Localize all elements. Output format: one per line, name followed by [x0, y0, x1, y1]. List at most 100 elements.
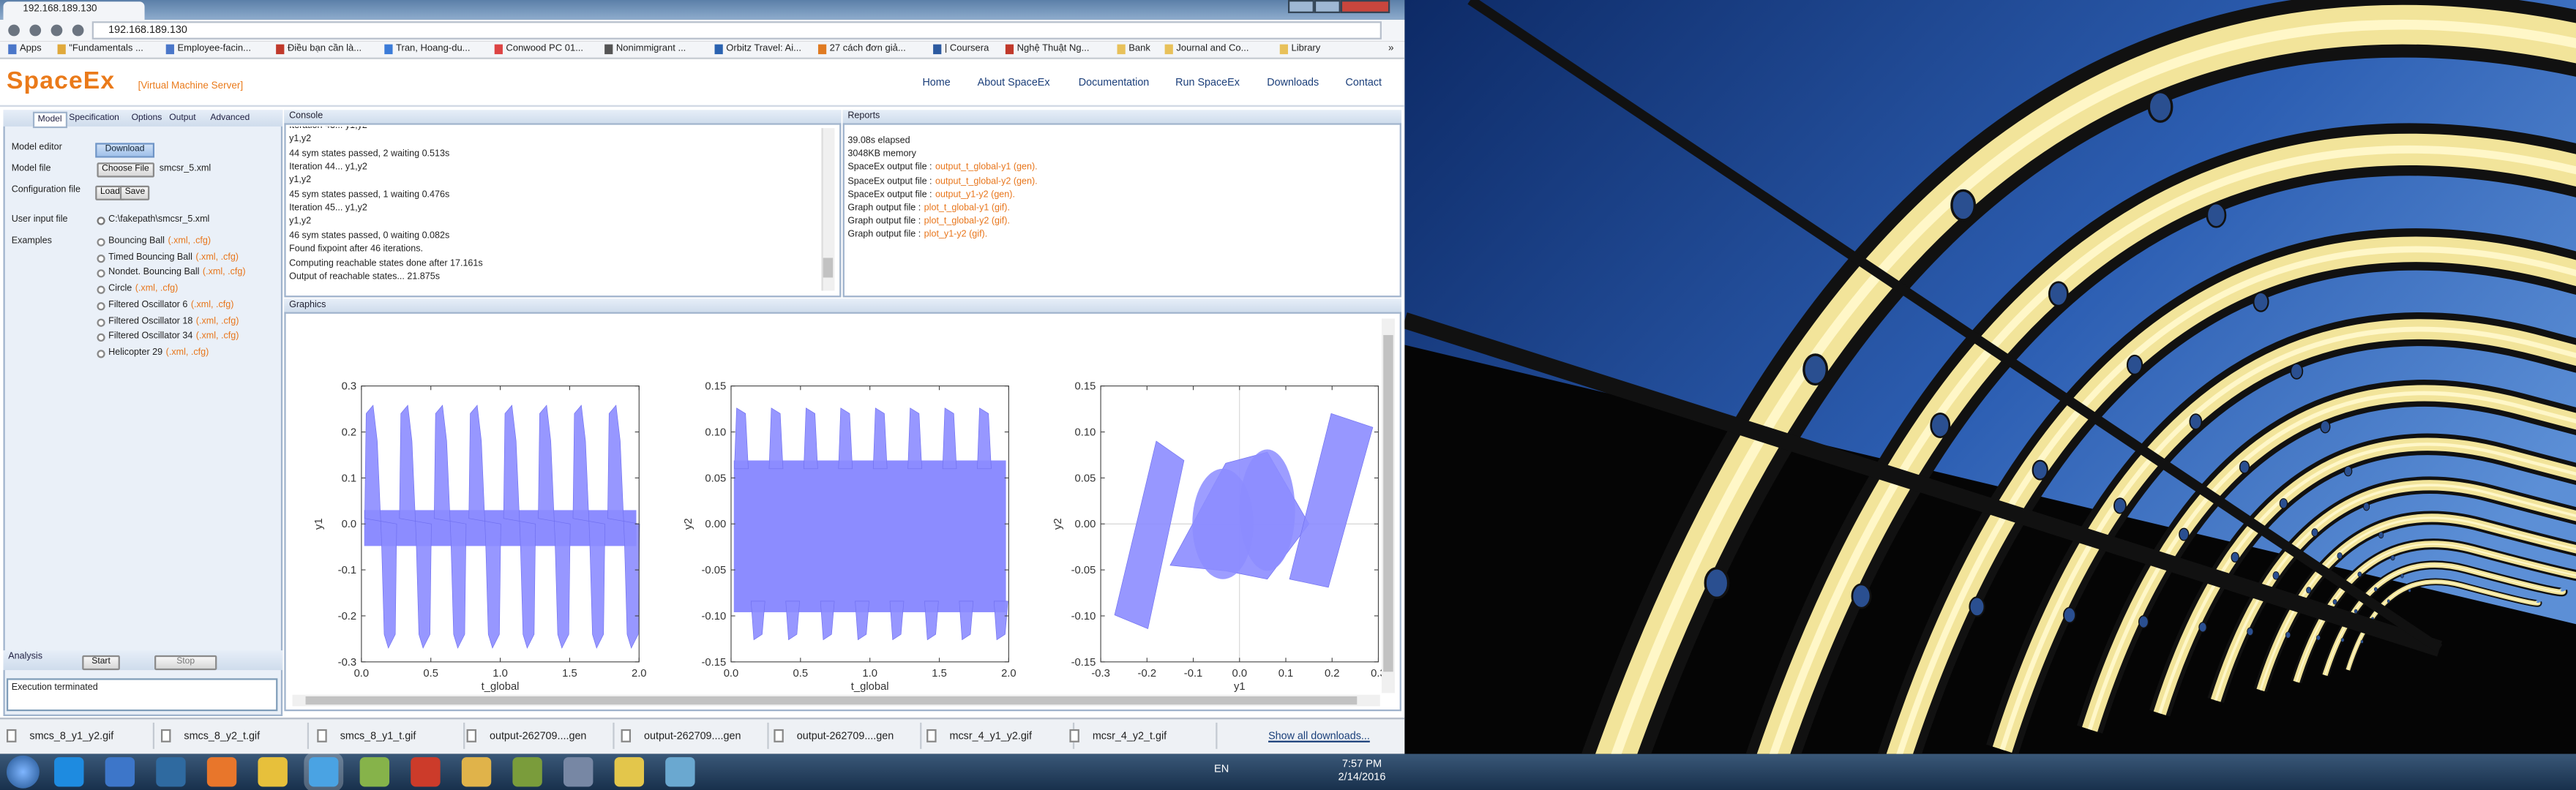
taskbar-app[interactable]: [156, 757, 186, 787]
taskbar-app[interactable]: [665, 757, 695, 787]
nav-icon[interactable]: [72, 24, 84, 37]
download-item[interactable]: [771, 722, 922, 749]
nav-icon[interactable]: [50, 24, 63, 37]
download-item[interactable]: [314, 722, 465, 749]
tab[interactable]: [3, 1, 145, 20]
start-button[interactable]: Start: [82, 655, 120, 671]
example-links[interactable]: (.xml, .cfg): [165, 347, 209, 358]
download-item[interactable]: [158, 722, 310, 749]
example-links[interactable]: (.xml, .cfg): [168, 236, 211, 247]
panel-tab[interactable]: Specification: [69, 113, 119, 124]
bookmark[interactable]: Điều bạn cần là...: [287, 44, 362, 55]
console-scrollbar[interactable]: [821, 128, 835, 291]
taskbar-app[interactable]: [359, 757, 390, 787]
bookmark[interactable]: Apps: [19, 44, 42, 55]
radio[interactable]: [97, 238, 105, 247]
choose-file-button[interactable]: Choose File: [97, 162, 154, 178]
radio[interactable]: [97, 254, 105, 263]
report-link[interactable]: output_t_global-y2 (gen).: [935, 176, 1038, 187]
taskbar-app[interactable]: [564, 757, 594, 787]
url[interactable]: 192.168.189.130: [108, 24, 187, 37]
example-links[interactable]: (.xml, .cfg): [195, 252, 239, 263]
panel-tab[interactable]: Output: [169, 113, 196, 124]
download-name[interactable]: smcs_8_y1_y2.gif: [29, 731, 114, 742]
radio[interactable]: [97, 334, 105, 342]
bookmark[interactable]: | Coursera: [944, 44, 989, 55]
taskbar-app[interactable]: [512, 757, 542, 787]
panel-tab[interactable]: Options: [131, 113, 162, 124]
clock-date[interactable]: 2/14/2016: [1338, 772, 1386, 784]
taskbar-app[interactable]: [105, 757, 135, 787]
download-name[interactable]: smcs_8_y2_t.gif: [184, 731, 261, 742]
taskbar-app[interactable]: [54, 757, 84, 787]
bookmark[interactable]: Journal and Co...: [1176, 44, 1249, 55]
taskbar-app[interactable]: [461, 757, 492, 787]
graphics-hscroll-thumb[interactable]: [305, 696, 1358, 705]
example-links[interactable]: (.xml, .cfg): [195, 331, 239, 342]
nav-icon[interactable]: [29, 24, 42, 37]
window-minimize[interactable]: [1288, 0, 1314, 13]
download-name[interactable]: output-262709....gen: [796, 731, 894, 742]
start-button[interactable]: [6, 755, 40, 789]
console-scroll-thumb[interactable]: [823, 257, 834, 278]
panel-tab[interactable]: Model: [32, 111, 67, 129]
example-links[interactable]: (.xml, .cfg): [190, 300, 234, 310]
bookmarks-more[interactable]: »: [1388, 44, 1394, 55]
bookmark[interactable]: 27 cách đơn giả...: [829, 44, 906, 55]
radio[interactable]: [97, 270, 105, 279]
taskbar-app[interactable]: [206, 757, 237, 787]
nav-link[interactable]: Run SpaceEx: [1175, 77, 1240, 89]
language[interactable]: EN: [1213, 764, 1229, 775]
bookmark[interactable]: Bank: [1128, 44, 1150, 55]
address-bar[interactable]: [91, 21, 1382, 40]
radio[interactable]: [97, 301, 105, 310]
logo[interactable]: SpaceEx: [6, 67, 116, 96]
bookmark[interactable]: Employee-facin...: [177, 44, 252, 55]
nav-link[interactable]: Home: [922, 77, 951, 89]
save-button[interactable]: Save: [119, 185, 150, 200]
nav-link[interactable]: Documentation: [1078, 77, 1150, 89]
load-button[interactable]: Load: [95, 185, 125, 200]
download-item[interactable]: [618, 722, 769, 749]
radio[interactable]: [97, 217, 105, 225]
nav-link[interactable]: About SpaceEx: [977, 77, 1050, 89]
download-name[interactable]: output-262709....gen: [644, 731, 741, 742]
report-link[interactable]: output_y1-y2 (gen).: [935, 189, 1015, 200]
clock-time[interactable]: 7:57 PM: [1341, 759, 1382, 771]
radio[interactable]: [97, 317, 105, 326]
graphics-vscroll-thumb[interactable]: [1383, 335, 1393, 672]
window-close[interactable]: [1340, 0, 1390, 13]
download-name[interactable]: output-262709....gen: [489, 731, 587, 742]
download-item[interactable]: [1066, 722, 1218, 749]
example-links[interactable]: (.xml, .cfg): [202, 268, 246, 279]
nav-link[interactable]: Contact: [1345, 77, 1382, 89]
download-item[interactable]: [463, 722, 615, 749]
download-name[interactable]: mcsr_4_y2_t.gif: [1092, 731, 1167, 742]
bookmark[interactable]: Nonimmigrant ...: [615, 44, 686, 55]
example-links[interactable]: (.xml, .cfg): [195, 316, 239, 326]
nav-icon[interactable]: [8, 24, 20, 37]
show-all-downloads[interactable]: Show all downloads...: [1268, 731, 1370, 742]
stop-button[interactable]: Stop: [154, 655, 217, 671]
report-link[interactable]: output_t_global-y1 (gen).: [935, 163, 1038, 173]
bookmark[interactable]: "Fundamentals ...: [69, 44, 143, 55]
bookmark[interactable]: Tran, Hoang-du...: [396, 44, 471, 55]
example-links[interactable]: (.xml, .cfg): [135, 284, 179, 295]
taskbar-app[interactable]: [258, 757, 288, 787]
report-link[interactable]: plot_t_global-y2 (gif).: [924, 217, 1010, 227]
nav-link[interactable]: Downloads: [1267, 77, 1319, 89]
bookmark[interactable]: Nghệ Thuật Ng...: [1016, 44, 1090, 55]
bookmark[interactable]: Library: [1291, 44, 1321, 55]
download-name[interactable]: mcsr_4_y1_y2.gif: [949, 731, 1033, 742]
download-name[interactable]: smcs_8_y1_t.gif: [340, 731, 416, 742]
window-maximize[interactable]: [1314, 0, 1341, 13]
report-link[interactable]: plot_y1-y2 (gif).: [924, 230, 988, 241]
tab-title[interactable]: 192.168.189.130: [23, 4, 97, 15]
report-link[interactable]: plot_t_global-y1 (gif).: [924, 203, 1010, 214]
taskbar-app[interactable]: [411, 757, 441, 787]
panel-tab[interactable]: Advanced: [210, 113, 250, 124]
download-item[interactable]: [3, 722, 155, 749]
radio[interactable]: [97, 350, 105, 358]
taskbar-app[interactable]: [614, 757, 645, 787]
taskbar-app[interactable]: [309, 757, 339, 787]
